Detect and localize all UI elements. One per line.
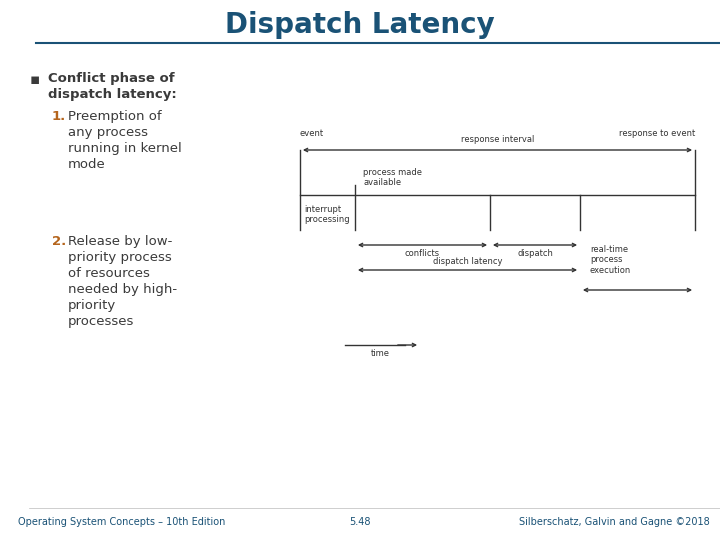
Text: Operating System Concepts – 10th Edition: Operating System Concepts – 10th Edition	[18, 517, 225, 527]
Text: Preemption of
any process
running in kernel
mode: Preemption of any process running in ker…	[68, 110, 181, 171]
Text: Dispatch Latency: Dispatch Latency	[225, 11, 495, 39]
Text: response to event: response to event	[618, 129, 695, 138]
Text: event: event	[300, 129, 324, 138]
Text: dispatch: dispatch	[517, 249, 553, 258]
Text: Conflict phase of
dispatch latency:: Conflict phase of dispatch latency:	[48, 72, 176, 101]
Text: time: time	[371, 349, 390, 358]
Text: 1.: 1.	[52, 110, 66, 123]
Text: ▪: ▪	[30, 72, 40, 87]
Text: process made
available: process made available	[363, 167, 422, 187]
Text: response interval: response interval	[461, 135, 534, 144]
Text: Release by low-
priority process
of resources
needed by high-
priority
processes: Release by low- priority process of reso…	[68, 235, 177, 328]
Text: real-time
process
execution: real-time process execution	[590, 245, 631, 275]
Text: 5.48: 5.48	[349, 517, 371, 527]
Text: conflicts: conflicts	[405, 249, 440, 258]
Text: 2.: 2.	[52, 235, 66, 248]
Text: dispatch latency: dispatch latency	[433, 257, 503, 266]
Text: interrupt
processing: interrupt processing	[304, 205, 350, 225]
Text: Silberschatz, Galvin and Gagne ©2018: Silberschatz, Galvin and Gagne ©2018	[519, 517, 710, 527]
